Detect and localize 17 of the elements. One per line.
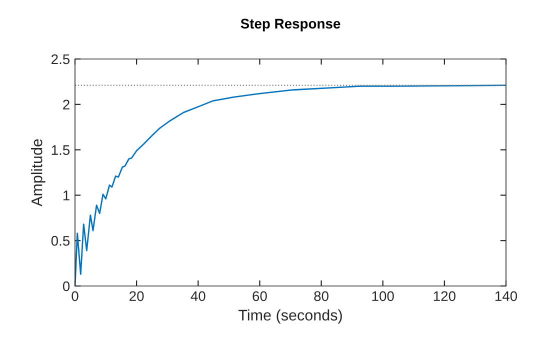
x-tick-label: 80 [314,291,328,302]
y-tick-label: 2 [63,100,70,110]
y-tick-label: 0 [62,281,70,292]
x-tick-label: 60 [252,291,267,302]
x-tick-label: 140 [495,291,518,302]
y-tick-label: 0.5 [51,236,70,246]
x-tick-label: 20 [130,291,144,302]
x-tick-label: 120 [434,291,456,302]
y-tick-label: 1 [63,190,70,200]
x-tick-label: 40 [190,291,206,302]
x-axis-title: Time (seconds) [238,309,342,324]
chart-title: Step Response [240,18,340,32]
y-axis-title: Amplitude [31,139,46,206]
x-tick-label: 100 [372,291,394,302]
y-tick-label: 2.5 [52,54,70,64]
y-tick-label: 1.5 [52,145,70,155]
x-tick-label: 0 [72,291,78,302]
